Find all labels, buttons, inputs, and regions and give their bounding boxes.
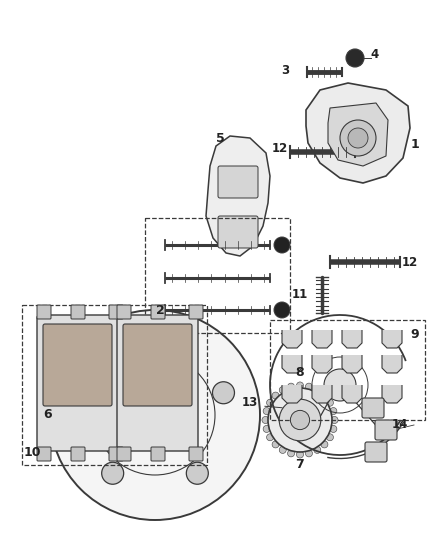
Polygon shape [312,355,332,373]
Text: 8: 8 [296,366,304,378]
FancyBboxPatch shape [37,447,51,461]
Text: 2: 2 [155,303,164,317]
Circle shape [326,399,333,406]
Circle shape [272,441,279,448]
Bar [22,305,207,465]
Polygon shape [282,330,302,348]
Circle shape [263,425,270,432]
Circle shape [314,386,321,393]
Circle shape [140,400,170,430]
Text: 9: 9 [411,328,419,342]
Circle shape [274,237,290,253]
Circle shape [346,49,364,67]
Circle shape [279,447,286,454]
Text: 3: 3 [281,63,289,77]
Circle shape [186,462,208,484]
Polygon shape [206,136,270,256]
Circle shape [144,332,166,354]
Polygon shape [282,385,302,403]
Text: 10: 10 [23,446,41,458]
Circle shape [324,369,356,401]
FancyBboxPatch shape [218,216,258,248]
Circle shape [262,416,269,424]
FancyBboxPatch shape [117,315,198,451]
Circle shape [330,408,337,415]
FancyBboxPatch shape [151,305,165,319]
Circle shape [297,451,304,458]
Text: 5: 5 [215,132,224,144]
Polygon shape [312,330,332,348]
Text: 13: 13 [242,397,258,409]
Text: 4: 4 [371,49,379,61]
Text: 7: 7 [296,458,304,472]
Circle shape [326,434,333,441]
Text: 14: 14 [392,418,408,432]
Circle shape [268,388,332,452]
Bar [270,320,425,420]
FancyBboxPatch shape [109,305,123,319]
Circle shape [75,382,98,404]
FancyBboxPatch shape [189,447,203,461]
Circle shape [290,410,310,430]
Circle shape [321,441,328,448]
FancyBboxPatch shape [123,324,192,406]
Text: 6: 6 [44,408,52,422]
Polygon shape [282,355,302,373]
Polygon shape [328,103,388,166]
FancyBboxPatch shape [117,447,131,461]
Text: 12: 12 [272,141,288,155]
Circle shape [305,450,312,457]
Circle shape [279,386,286,393]
Polygon shape [342,385,362,403]
Circle shape [297,382,304,389]
FancyBboxPatch shape [71,447,85,461]
Circle shape [321,392,328,399]
Circle shape [279,399,321,441]
FancyBboxPatch shape [37,315,118,451]
Circle shape [330,425,337,432]
FancyBboxPatch shape [365,442,387,462]
FancyBboxPatch shape [375,420,397,440]
Circle shape [348,128,368,148]
FancyBboxPatch shape [218,166,258,198]
Polygon shape [382,385,402,403]
Text: 11: 11 [292,288,308,302]
Circle shape [120,380,190,450]
Text: 1: 1 [411,139,419,151]
Circle shape [314,447,321,454]
Circle shape [272,392,279,399]
Circle shape [50,310,260,520]
Circle shape [340,120,376,156]
FancyBboxPatch shape [189,305,203,319]
Polygon shape [342,355,362,373]
FancyBboxPatch shape [117,305,131,319]
Circle shape [102,462,124,484]
Polygon shape [312,385,332,403]
Polygon shape [382,330,402,348]
FancyBboxPatch shape [151,447,165,461]
FancyBboxPatch shape [362,398,384,418]
Circle shape [288,450,295,457]
Circle shape [267,434,274,441]
FancyBboxPatch shape [71,305,85,319]
Circle shape [305,383,312,390]
Circle shape [274,302,290,318]
Circle shape [331,416,338,424]
Polygon shape [306,83,410,183]
FancyBboxPatch shape [43,324,112,406]
FancyBboxPatch shape [37,305,51,319]
Circle shape [212,382,234,404]
Text: 12: 12 [402,255,418,269]
Circle shape [288,383,295,390]
FancyBboxPatch shape [109,447,123,461]
Circle shape [267,399,274,406]
Polygon shape [382,355,402,373]
Bar [145,218,290,333]
Circle shape [263,408,270,415]
Polygon shape [342,330,362,348]
